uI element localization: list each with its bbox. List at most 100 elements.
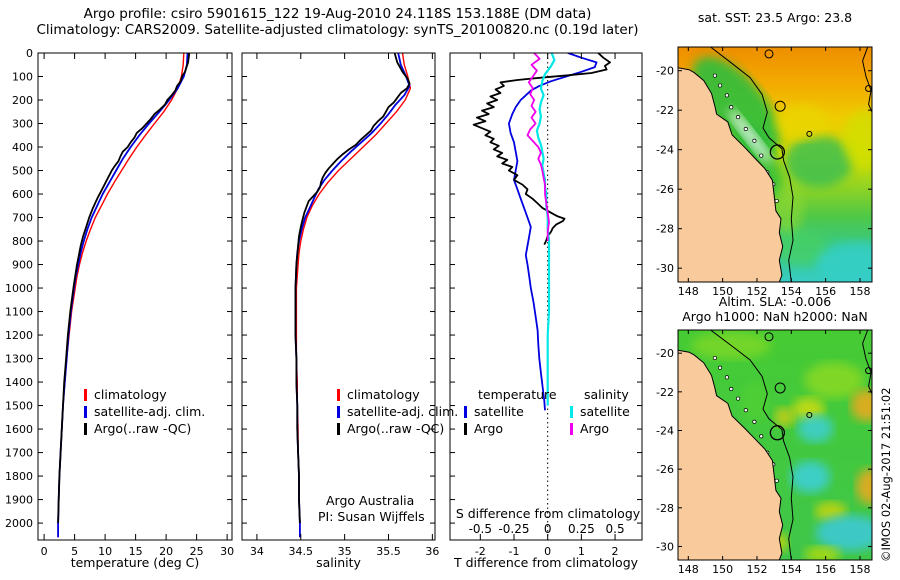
lat-tick-label: -30 [656, 540, 674, 553]
x-tick-label: 35.5 [376, 545, 401, 558]
plot-temperature-profile: 0 5 10 15 20 25 300100200300400500600700800900… [5, 47, 234, 558]
depth-tick-label: 0 [26, 47, 33, 60]
annotation-argo-australia: Argo Australia [326, 493, 415, 508]
depth-tick-label: 1300 [5, 353, 33, 366]
lon-tick-label: 150 [712, 285, 733, 298]
series-climatology [295, 53, 412, 538]
plot-frame [241, 52, 436, 541]
xlabel-salinity: salinity [316, 555, 361, 570]
lon-tick-label: 148 [678, 563, 699, 576]
legend-temperature-plot: climatology satellite-adj. clim. Argo(..… [84, 386, 205, 437]
depth-tick-label: 1400 [5, 376, 33, 389]
climatology-line-swatch [84, 388, 87, 401]
series-argo-raw-qc [57, 53, 191, 524]
contour-loop [774, 382, 786, 394]
map-sst: 148 150 152 154 156 158 -20 -22 -24 -26 -28 -30 [656, 46, 873, 298]
field-blob [790, 460, 831, 493]
island-speck [752, 138, 757, 143]
depth-tick-label: 1600 [5, 423, 33, 436]
field-blob [774, 406, 795, 427]
legend-item: climatology [84, 386, 205, 403]
x-tick-label: 35 [338, 545, 352, 558]
field-blob [741, 381, 770, 422]
island-speck [729, 105, 734, 110]
map-sla: 148 150 152 154 156 158 -20 -22 -24 -26 -28 -30 [656, 329, 873, 576]
map-frame [677, 329, 873, 561]
argo-line-swatch [84, 422, 87, 435]
climatology-line-swatch [337, 388, 340, 401]
x-tick-label: 15 [129, 545, 143, 558]
field-blob [804, 362, 865, 399]
contour-loop [806, 412, 813, 419]
island-speck [729, 386, 734, 391]
satellite-clim-line-swatch [337, 405, 340, 418]
x-tick-label: 1 [578, 545, 585, 558]
legend-label: satellite [474, 404, 524, 419]
island-speck [743, 408, 748, 413]
island-speck [759, 434, 764, 439]
argo-float-marker [769, 425, 786, 441]
x-tick-label: 25 [190, 545, 204, 558]
argo-float-marker [769, 144, 786, 160]
depth-tick-label: 2000 [5, 517, 33, 530]
island-speck [774, 478, 779, 483]
legend-item: satellite [570, 403, 630, 420]
legend-label: satellite [580, 404, 630, 419]
depth-tick-label: 600 [12, 188, 33, 201]
island-speck [712, 355, 717, 361]
lat-tick-label: -22 [656, 386, 674, 399]
depth-tick-label: 800 [12, 235, 33, 248]
lat-tick-label: -20 [656, 347, 674, 360]
island-speck [752, 419, 757, 424]
x-tick-label: 30 [220, 545, 234, 558]
legend-item: Argo(..raw -QC) [337, 420, 458, 437]
sla-map-title-line2: Argo h1000: NaN h2000: NaN [682, 309, 868, 324]
legend-label: satellite-adj. clim. [347, 404, 459, 419]
island-speck [736, 396, 741, 401]
plot-difference-from-climatology: -2 -1 0 1 2 S difference from climatology-0.5… [449, 52, 643, 558]
field-blob [773, 230, 830, 267]
depth-tick-label: 900 [12, 259, 33, 272]
depth-tick-label: 1200 [5, 329, 33, 342]
legend-label: Argo [580, 421, 610, 436]
series-satellite-adjusted-climatology [57, 53, 189, 538]
lat-tick-label: -28 [656, 223, 674, 236]
island-speck [718, 365, 723, 370]
sla-map-title-line1: Altim. SLA: -0.006 [718, 294, 832, 309]
argo-line-swatch [337, 422, 340, 435]
legend-label: Argo(..raw -QC) [94, 421, 192, 436]
series-t-diff-satellite [507, 53, 598, 411]
field-blob [797, 414, 834, 443]
s-tick-label: -0.5 [469, 522, 492, 536]
s-tick-label: -0.25 [498, 522, 529, 536]
x-tick-label: 10 [98, 545, 112, 558]
satellite-clim-line-swatch [84, 405, 87, 418]
copyright-stamp: ©IMOS 02-Aug-2017 21:51:02 [879, 387, 893, 562]
s-difference-axis-label: S difference from climatology [456, 506, 641, 521]
lat-tick-label: -26 [656, 183, 674, 196]
series-climatology [57, 53, 185, 538]
legend-label: satellite-adj. clim. [94, 404, 206, 419]
island-speck [724, 375, 729, 380]
series-t-diff-argo [472, 53, 611, 245]
s-diff-argo-swatch [570, 422, 573, 435]
x-tick-label: 34.5 [289, 545, 314, 558]
legend-item: climatology [337, 386, 458, 403]
annotation-pi: PI: Susan Wijffels [318, 509, 425, 524]
figure-title-line1: Argo profile: csiro 5901615_122 19-Aug-2… [83, 6, 592, 22]
shelf-contour-east [862, 330, 872, 395]
legend-label: climatology [94, 387, 167, 402]
program-annotation: Argo Australia PI: Susan Wijffels [318, 493, 425, 525]
legend-difference-temperature: temperature satellite Argo [464, 386, 557, 437]
s-tick-label: 0.5 [606, 522, 625, 536]
series-argo-raw-qc [294, 53, 411, 524]
shelf-contour-east [862, 47, 872, 113]
field-blob [856, 468, 872, 505]
legend-salinity-plot: climatology satellite-adj. clim. Argo(..… [337, 386, 458, 437]
depth-tick-label: 1800 [5, 470, 33, 483]
field-blob [784, 135, 853, 188]
x-tick-label: 0 [41, 545, 48, 558]
x-tick-label: 0 [544, 545, 551, 558]
series-satellite-adjusted-climatology [294, 53, 411, 538]
